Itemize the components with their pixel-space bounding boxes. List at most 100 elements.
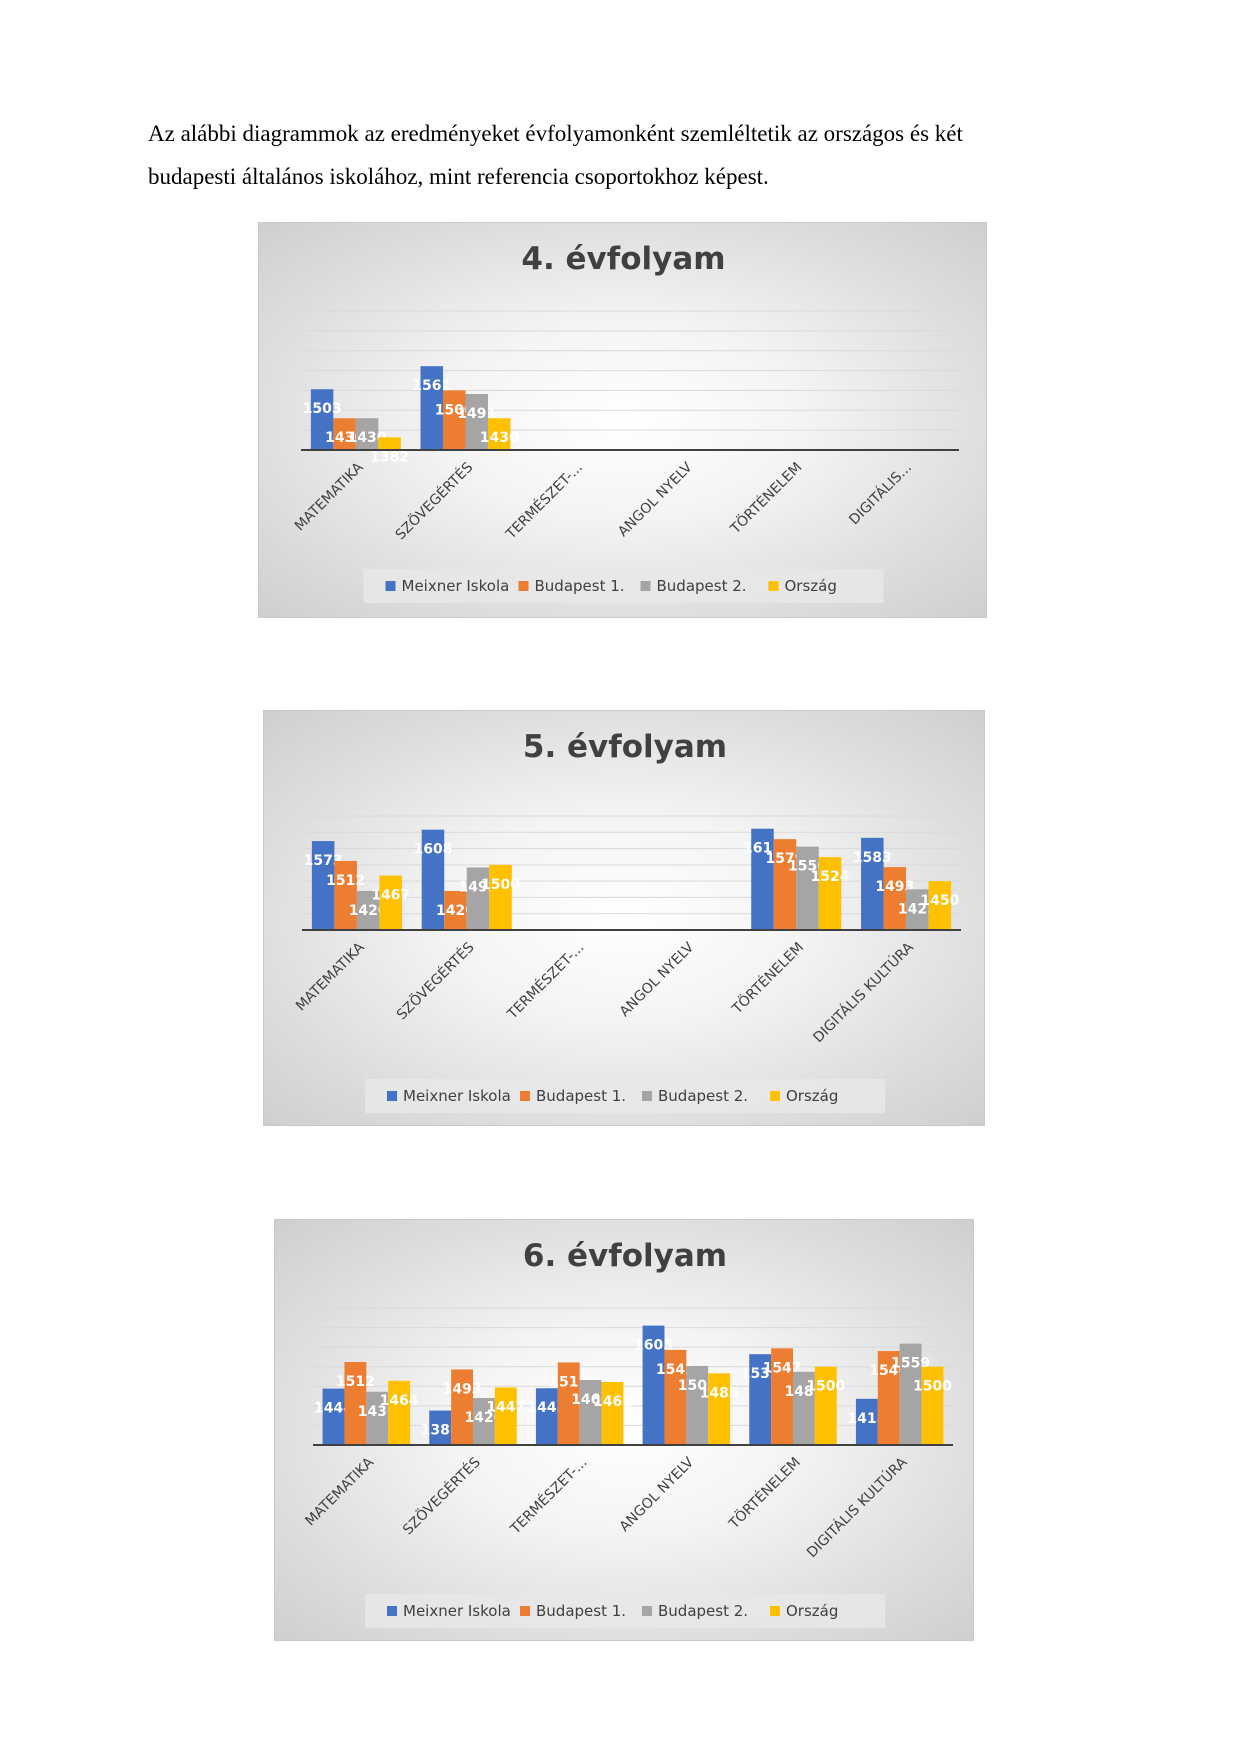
legend-swatch [642,1606,652,1616]
data-label: 1420 [464,1410,503,1426]
data-label: 1556 [788,859,827,875]
bar [855,1398,878,1445]
bar [796,846,819,930]
data-label: 1524 [811,869,850,885]
bar [877,1351,900,1445]
data-label: 1425 [898,901,937,917]
legend-swatch [768,581,779,591]
data-label: 1492 [459,879,498,895]
legend-swatch [385,581,396,591]
bar [793,1371,815,1445]
category-label: TERMÉSZET-... [502,459,586,543]
bar [356,890,380,930]
bar [444,890,467,930]
data-label: 1532 [741,1366,780,1382]
legend-box [365,1594,885,1628]
legend-label: Meixner Iskola [402,577,510,595]
category-label: TÖRTÉNELEM [724,1453,804,1533]
bar [557,1362,580,1445]
legend-label: Meixner Iskola [403,1602,511,1620]
chart-title: 4. évfolyam [521,241,725,277]
legend-swatch [520,1606,530,1616]
data-label: 1503 [303,401,342,417]
category-label: MATEMATIKA [302,1454,377,1529]
category-label: DIGITÁLIS KULTÚRA [803,1453,911,1561]
category-label: ANGOL NYELV [615,459,696,540]
chart-grade-4: 4. évfolyam 1503 1430 1430 1382 MATEMATIKA 156… [258,222,987,618]
data-label: 1444 [314,1401,353,1417]
category-label: SZÖVEGÉRTÉS [392,938,477,1023]
data-label: 1500 [435,402,474,418]
legend-label: Ország [786,1602,838,1620]
bar [883,867,907,930]
bar [310,389,334,450]
bar [773,839,797,930]
bar [664,1349,687,1445]
category-label: TERMÉSZET-... [503,939,587,1023]
bar [906,889,929,930]
legend-label: Ország [786,1087,838,1105]
legend-label: Ország [785,577,837,595]
bar [333,418,356,450]
intro-paragraph: Az alábbi diagrammok az eredményeket évf… [148,112,1098,198]
chart-svg: 5. évfolyam1573151214201467MATEMATIKA160… [293,729,961,1113]
legend-swatch [518,581,529,591]
legend-swatch [387,1606,397,1616]
bar [818,857,842,930]
data-label: 1512 [326,873,365,889]
legend-swatch [520,1091,530,1101]
bar [601,1381,624,1445]
bar [921,1366,944,1445]
legend-label: Budapest 2. [658,1087,748,1105]
intro-line-1: Az alábbi diagrammok az eredményeket évf… [148,121,963,146]
legend-label: Budapest 1. [536,1602,626,1620]
bar [489,864,512,930]
category-label: TÖRTÉNELEM [726,458,806,538]
bar [429,1410,452,1445]
data-label: 1511 [549,1374,588,1390]
legend-swatch [387,1091,397,1101]
data-label: 1445 [527,1400,566,1416]
bar [322,1388,345,1445]
chart-grade-6: 6. évfolyam 1444 1512 1436 1464 MATEMATIKA 138… [274,1219,974,1641]
category-label: MATEMATIKA [293,939,368,1014]
data-label: 1502 [678,1378,717,1394]
data-label: 1559 [891,1356,930,1372]
data-label: 1573 [304,853,343,869]
data-label: 1543 [656,1362,695,1378]
bar [344,1362,367,1445]
bar [421,829,445,930]
bar [379,875,402,930]
data-label: 1605 [634,1338,673,1354]
bar [311,841,335,930]
data-label: 1467 [371,888,410,904]
category-label: DIGITÁLIS... [846,459,915,528]
data-label: 1611 [743,841,782,857]
data-label: 1382 [370,449,409,465]
bar [928,881,952,930]
bar [861,837,884,930]
bar [535,1388,558,1445]
data-label: 1420 [436,903,475,919]
legend-swatch [642,1091,652,1101]
bar [334,860,357,930]
data-label: 1436 [358,1404,397,1420]
bar [388,1380,411,1445]
data-label: 1500 [913,1379,952,1395]
data-label: 1512 [336,1374,375,1390]
data-label: 1430 [480,430,519,446]
bar [749,1354,772,1445]
bar [494,1387,517,1445]
bar [642,1325,665,1445]
bar [751,828,774,930]
bar [465,394,488,450]
category-label: TÖRTÉNELEM [727,938,807,1018]
bar [487,418,511,450]
legend-label: Budapest 2. [658,1602,748,1620]
data-label: 1500 [481,877,520,893]
bar [451,1369,473,1445]
bar [366,1391,389,1445]
category-label: DIGITÁLIS KULTÚRA [809,938,917,1046]
data-label: 1500 [806,1379,845,1395]
